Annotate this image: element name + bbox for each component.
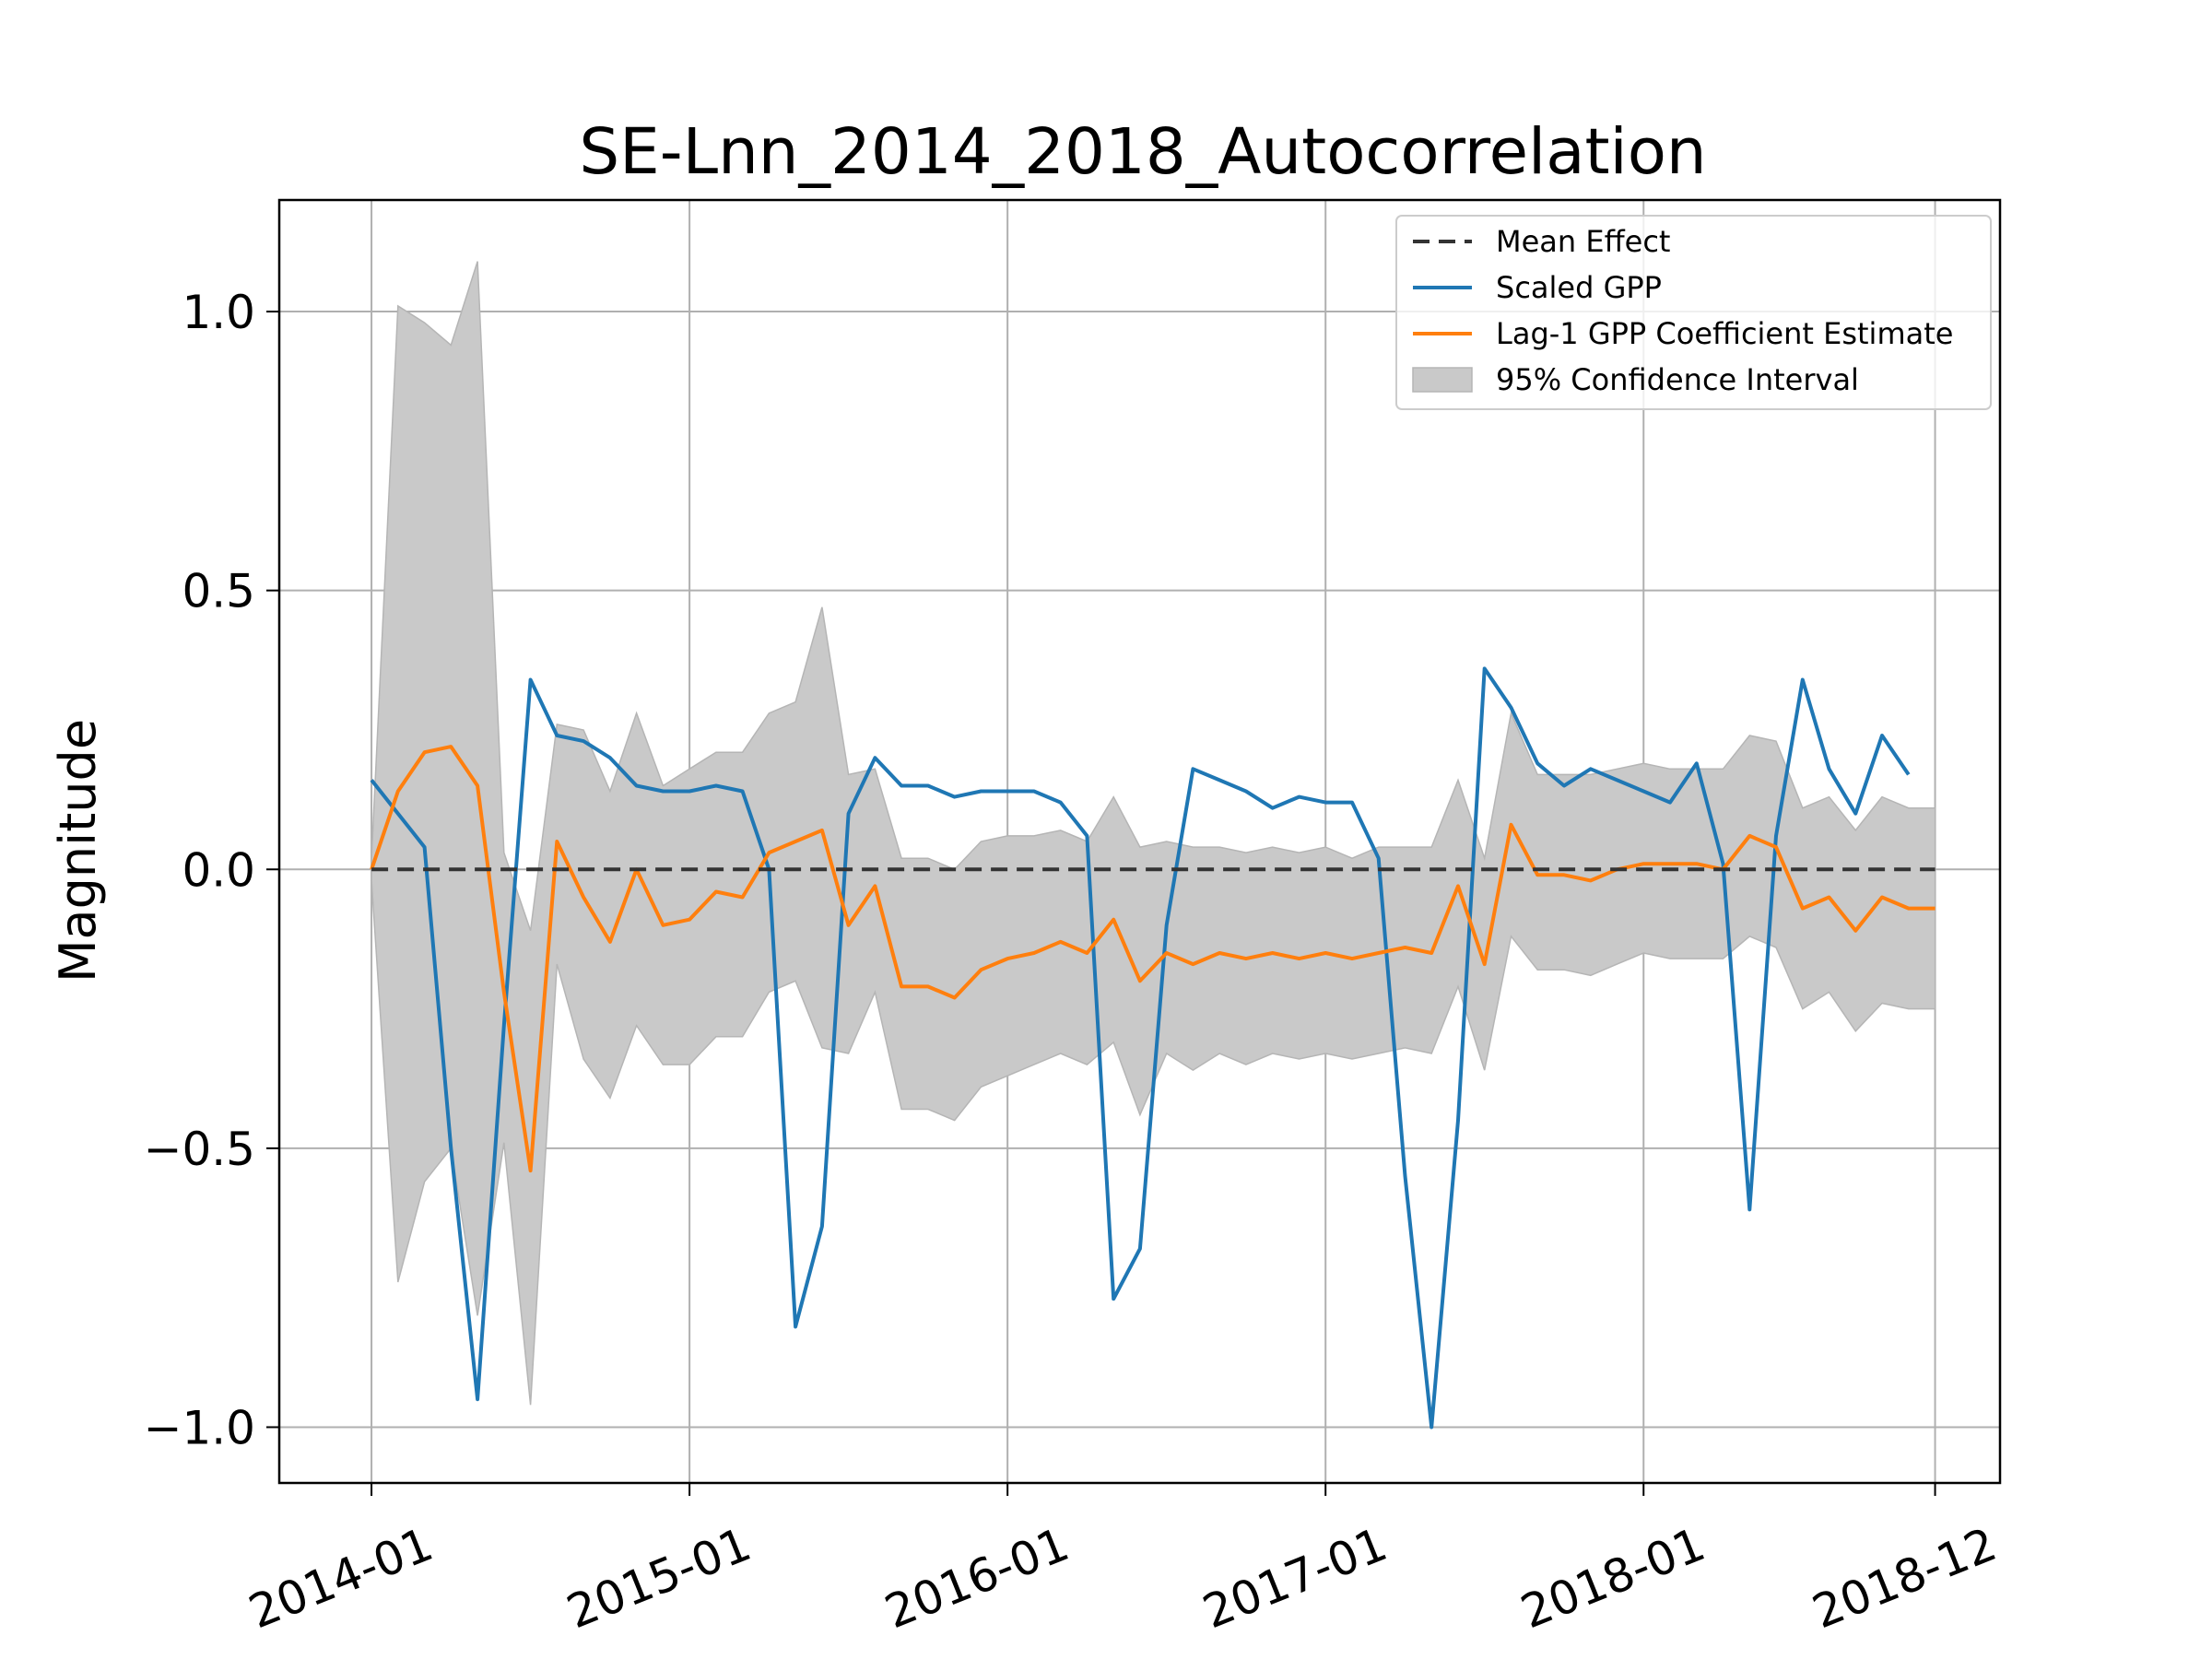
confidence-band-layer [371, 261, 1936, 1406]
y-tick-label: 0.0 [182, 843, 255, 897]
plot-area-frame [277, 198, 2002, 1485]
series-lines-layer [370, 666, 1936, 1430]
y-tick-label: −1.0 [144, 1401, 255, 1454]
y-axis-label: Magnitude [49, 719, 107, 982]
y-tick-label: 1.0 [182, 286, 255, 339]
legend-label: Scaled GPP [1496, 270, 1662, 305]
chart-title: SE-Lnn_2014_2018_Autocorrelation [579, 115, 1706, 189]
series-line-scaled-gpp [370, 666, 1911, 1430]
legend-swatch [1412, 367, 1473, 393]
confidence-band [371, 261, 1936, 1406]
y-tick-label: 0.5 [182, 565, 255, 618]
series-line-lag-1-gpp-coefficient-estimate [370, 745, 1936, 1173]
legend-label: Lag-1 GPP Coefficient Estimate [1496, 316, 1953, 351]
legend-label: 95% Confidence Interval [1496, 362, 1859, 397]
legend-box [1395, 215, 1992, 410]
y-tick-label: −0.5 [144, 1123, 255, 1176]
legend: Mean Effect Scaled GPP Lag-1 GPP Coefficie… [1395, 215, 1992, 410]
legend-label: Mean Effect [1496, 224, 1670, 259]
